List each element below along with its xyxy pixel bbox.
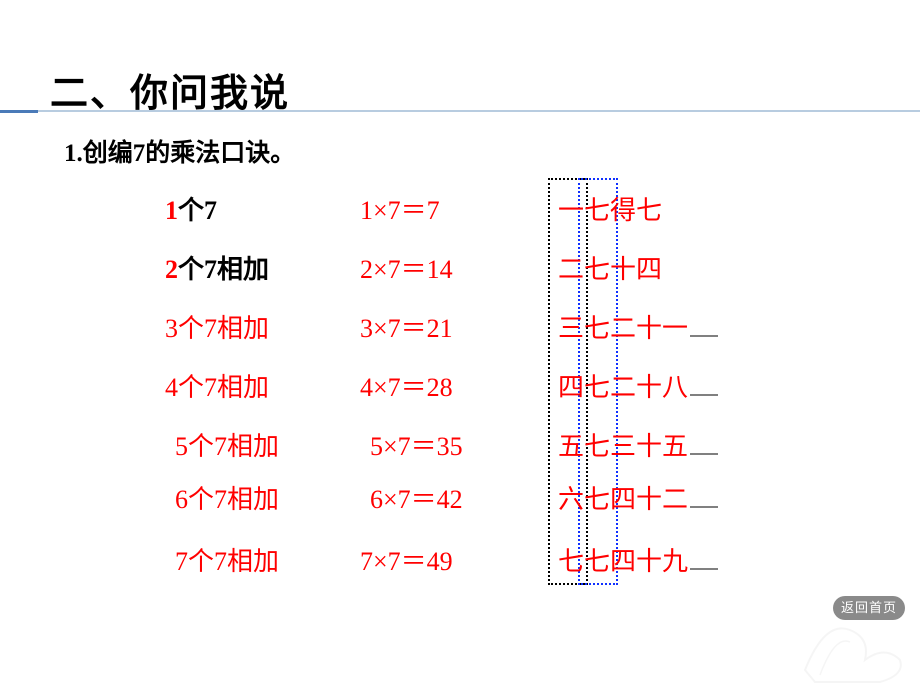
row-equation: 3×7＝21: [360, 308, 453, 345]
section-title: 二、你问我说: [50, 62, 290, 117]
row-desc: 6个7相加: [175, 479, 279, 516]
blank-underline: [690, 506, 718, 508]
row-desc: 3个7相加: [165, 308, 269, 345]
row-equation: 7×7＝49: [360, 541, 453, 578]
row-phrase: 一七得七: [558, 190, 662, 227]
row-phrase: 三七二十一: [558, 308, 718, 345]
watermark: [795, 600, 915, 690]
row-desc: 4个7相加: [165, 367, 269, 404]
row-equation: 4×7＝28: [360, 367, 453, 404]
blank-underline: [690, 453, 718, 455]
row-phrase: 五七三十五: [558, 426, 718, 463]
row-equation: 1×7＝7: [360, 190, 440, 227]
row-phrase: 四七二十八: [558, 367, 718, 404]
blank-underline: [690, 568, 718, 570]
section-subtitle: 1.创编7的乘法口诀。: [64, 133, 295, 169]
row-desc: 1个7: [165, 190, 217, 227]
row-equation: 5×7＝35: [370, 426, 463, 463]
row-phrase: 七七四十九: [558, 541, 718, 578]
row-desc: 7个7相加: [175, 541, 279, 578]
row-equation: 6×7＝42: [370, 479, 463, 516]
row-phrase: 六七四十二: [558, 479, 718, 516]
row-desc: 2个7相加: [165, 249, 269, 286]
blank-underline: [690, 394, 718, 396]
row-equation: 2×7＝14: [360, 249, 453, 286]
header-bar-left: [0, 110, 38, 113]
row-desc: 5个7相加: [175, 426, 279, 463]
row-phrase: 二七十四: [558, 249, 662, 286]
blank-underline: [690, 335, 718, 337]
